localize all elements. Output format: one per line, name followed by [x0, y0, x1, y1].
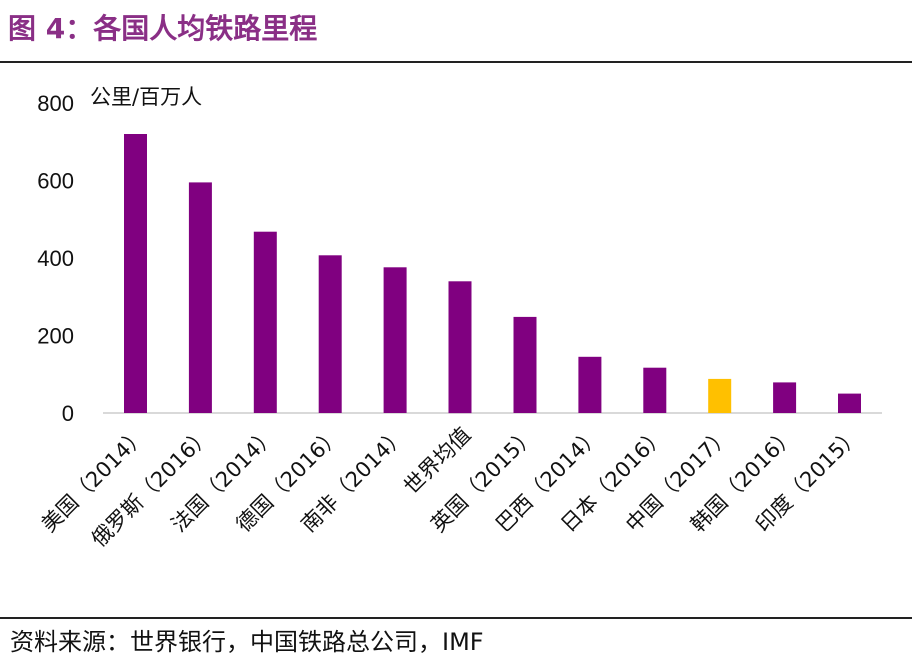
y-tick-label: 800 — [37, 91, 74, 116]
y-axis-ticks: 0 200 400 600 800 — [37, 91, 74, 426]
bar — [578, 356, 602, 413]
y-tick-label: 0 — [62, 401, 74, 426]
bar — [188, 182, 212, 413]
bar — [448, 281, 472, 414]
bottom-divider — [0, 617, 912, 619]
unit-label: 公里/百万人 — [90, 85, 202, 109]
bar — [383, 267, 407, 413]
bar — [838, 393, 861, 413]
bars — [124, 134, 861, 414]
bar-chart: 公里/百万人 0 200 400 600 800 美国（2014）俄罗斯（2016）法国… — [37, 85, 882, 552]
bar — [253, 231, 277, 413]
y-tick-label: 600 — [37, 169, 74, 194]
top-divider — [0, 61, 912, 63]
bar — [773, 382, 797, 413]
y-tick-label: 400 — [37, 246, 74, 271]
source-note: 资料来源：世界银行，中国铁路总公司，IMF — [10, 628, 484, 656]
bar — [643, 367, 667, 413]
figure-title: 图 4：各国人均铁路里程 — [8, 12, 318, 45]
x-category-label: 俄罗斯（2016） — [87, 423, 216, 552]
bar — [708, 378, 732, 413]
x-axis-labels: 美国（2014）俄罗斯（2016）法国（2014）德国（2016）南非（2014… — [37, 423, 865, 552]
bar — [513, 316, 537, 413]
bar — [124, 134, 147, 413]
y-tick-label: 200 — [37, 324, 74, 349]
bar — [318, 255, 342, 413]
